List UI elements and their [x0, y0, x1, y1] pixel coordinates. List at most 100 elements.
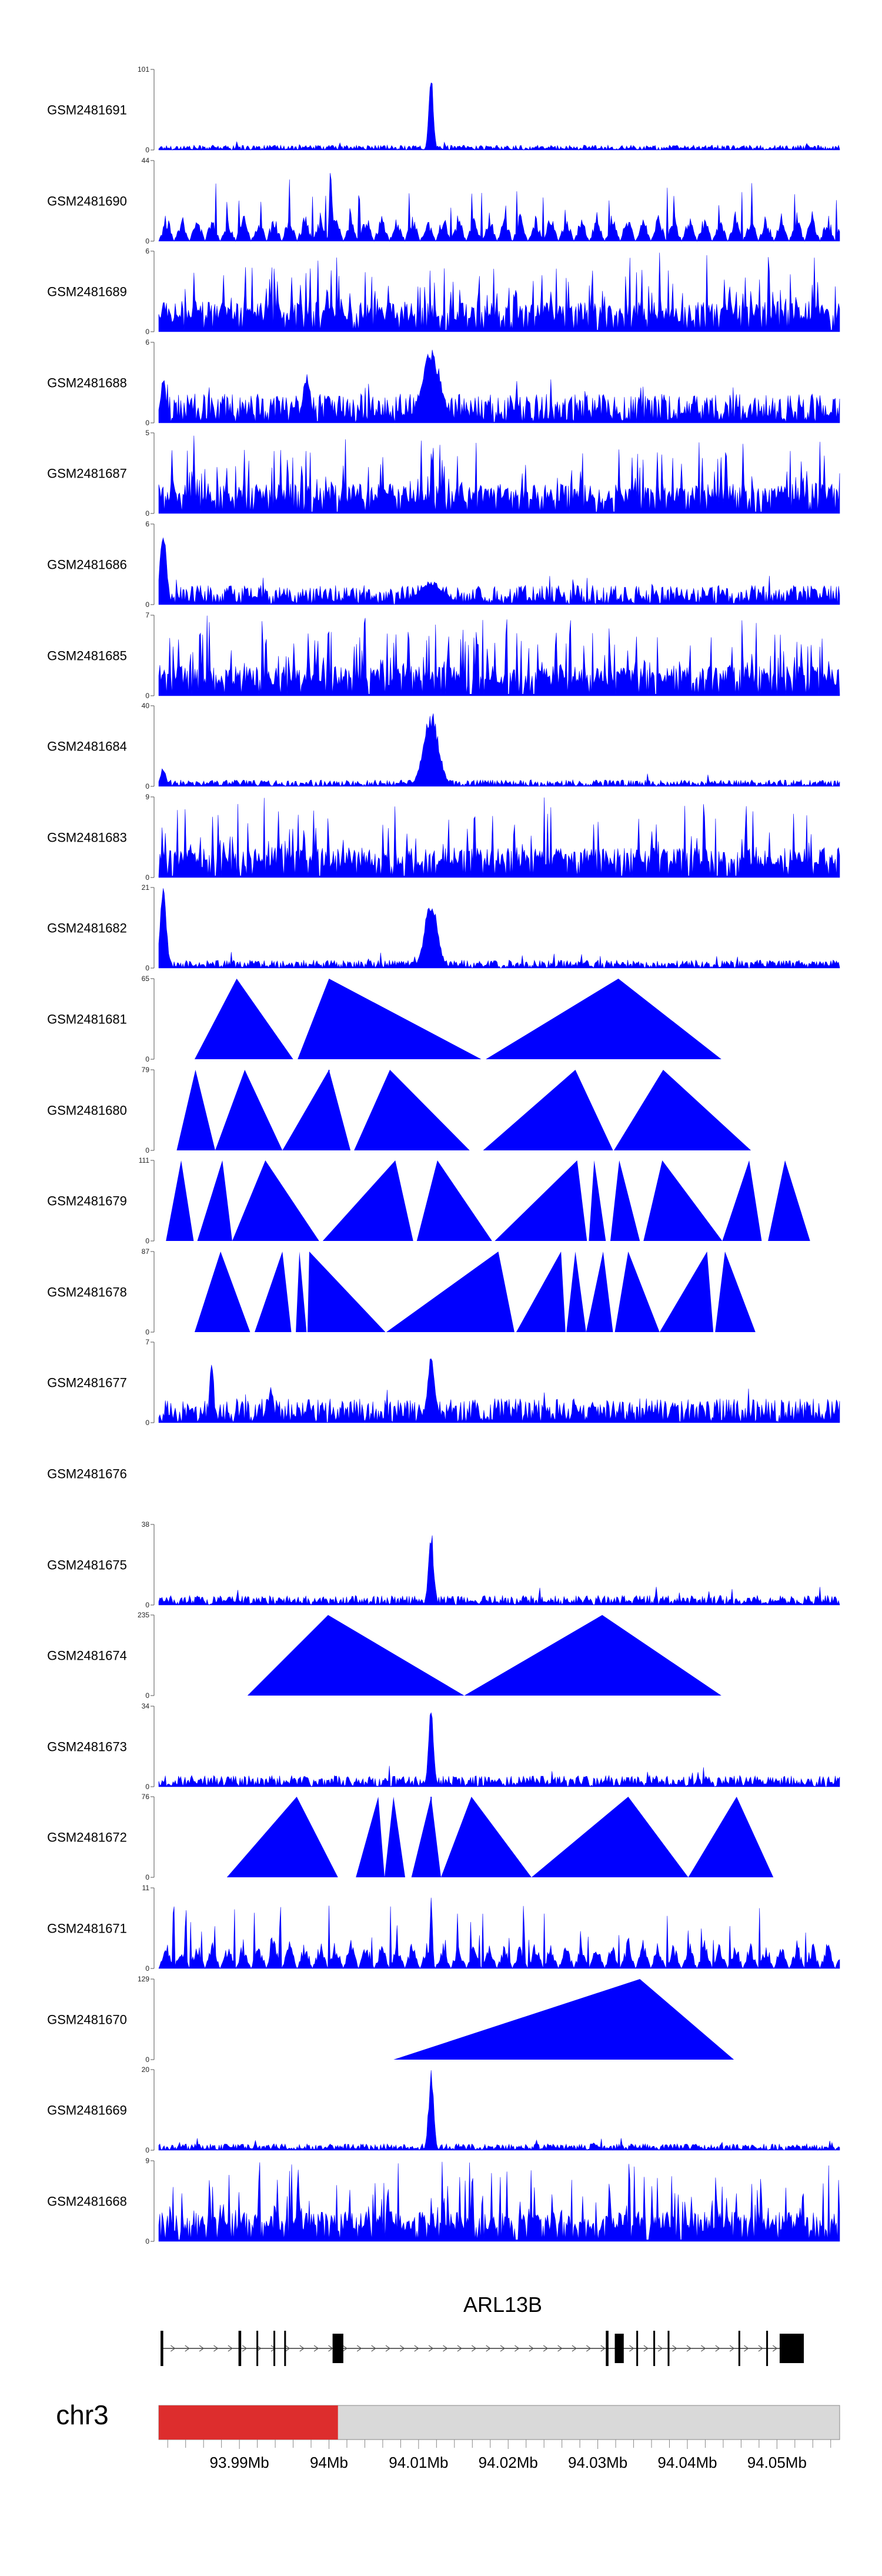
track-GSM2481675: GSM2481675 38 0: [47, 1520, 840, 1609]
strand-arrow-icon: [228, 2345, 233, 2352]
coverage-triangle: [322, 1160, 413, 1241]
gene-exon: [284, 2331, 286, 2366]
track-GSM2481691: GSM2481691 101 0: [47, 65, 840, 154]
strand-arrow-icon: [285, 2345, 290, 2352]
strand-arrow-icon: [514, 2345, 520, 2352]
coverage-triangle: [614, 1252, 660, 1332]
strand-arrow-icon: [213, 2345, 219, 2352]
y-axis-min-label: 0: [145, 1146, 149, 1154]
track-label: GSM2481669: [47, 2103, 127, 2118]
track-GSM2481679: GSM2481679 111 0: [47, 1156, 810, 1245]
coverage-triangle: [483, 1070, 613, 1150]
gene-exon: [161, 2331, 163, 2366]
coverage-triangle: [197, 1160, 232, 1241]
coverage-area: [158, 615, 840, 696]
strand-arrow-icon: [629, 2345, 634, 2352]
track-label: GSM2481668: [47, 2194, 127, 2209]
track-GSM2481683: GSM2481683 9 0: [47, 793, 840, 882]
y-axis-min-label: 0: [145, 509, 149, 518]
strand-arrow-icon: [672, 2345, 677, 2352]
track-label: GSM2481677: [47, 1376, 127, 1390]
track-GSM2481677: GSM2481677 7 0: [47, 1338, 840, 1427]
y-axis-min-label: 0: [145, 2146, 149, 2154]
chromosome-label: chr3: [56, 2400, 108, 2430]
coverage-triangle: [386, 1252, 514, 1332]
y-axis-max-label: 7: [145, 1338, 149, 1346]
gene-exon: [238, 2331, 242, 2366]
coverage-area: [158, 1712, 840, 1787]
strand-arrow-icon: [471, 2345, 477, 2352]
gene-name: ARL13B: [463, 2293, 542, 2317]
gene-exon: [636, 2331, 639, 2366]
coverage-triangle: [589, 1160, 606, 1241]
axis-tick-label: 94Mb: [310, 2454, 348, 2471]
y-axis-max-label: 20: [142, 2066, 150, 2074]
y-axis-min-label: 0: [145, 1783, 149, 1791]
y-axis-max-label: 44: [142, 156, 150, 165]
y-axis-min-label: 0: [145, 237, 149, 245]
strand-arrow-icon: [342, 2345, 348, 2352]
strand-arrow-icon: [729, 2345, 735, 2352]
strand-arrow-icon: [657, 2345, 663, 2352]
strand-arrow-icon: [356, 2345, 362, 2352]
coverage-triangle: [356, 1797, 385, 1877]
track-GSM2481690: GSM2481690 44 0: [47, 156, 840, 245]
track-GSM2481668: GSM2481668 9 0: [47, 2157, 840, 2245]
coverage-triangle: [486, 979, 721, 1059]
y-axis-min-label: 0: [145, 964, 149, 972]
strand-arrow-icon: [686, 2345, 692, 2352]
coverage-area: [158, 888, 840, 969]
gene-annotation-track: ARL13B: [161, 2293, 804, 2366]
coverage-triangle: [194, 1252, 250, 1332]
axis-tick-label: 93.99Mb: [210, 2454, 269, 2471]
track-label: GSM2481691: [47, 103, 127, 118]
y-axis-min-label: 0: [145, 1237, 149, 1245]
y-axis-max-label: 129: [138, 1975, 149, 1983]
strand-arrow-icon: [715, 2345, 720, 2352]
track-GSM2481670: GSM2481670 129 0: [47, 1975, 734, 2064]
track-GSM2481673: GSM2481673 34 0: [47, 1702, 840, 1791]
strand-arrow-icon: [529, 2345, 534, 2352]
y-axis-min-label: 0: [145, 146, 149, 154]
y-axis-min-label: 0: [145, 328, 149, 336]
coverage-triangle: [768, 1160, 810, 1241]
coverage-area: [158, 349, 840, 423]
coverage-area: [158, 82, 840, 151]
gene-exon: [667, 2331, 670, 2366]
track-GSM2481684: GSM2481684 40 0: [47, 702, 840, 790]
track-GSM2481676: GSM2481676: [47, 1467, 127, 1481]
gene-exon: [779, 2334, 804, 2363]
coverage-triangle: [643, 1160, 723, 1241]
track-label: GSM2481673: [47, 1740, 127, 1754]
strand-arrow-icon: [414, 2345, 419, 2352]
gene-exon: [256, 2331, 259, 2366]
y-axis-min-label: 0: [145, 1873, 149, 1881]
y-axis-max-label: 6: [145, 247, 149, 255]
chromosome-ideogram: chr3 93.99Mb 94Mb 94.01Mb 94.02Mb 94.03Mb 94.…: [56, 2400, 840, 2471]
track-GSM2481680: GSM2481680 79 0: [47, 1066, 751, 1154]
strand-arrow-icon: [758, 2345, 763, 2352]
coverage-triangle: [354, 1070, 470, 1150]
track-label: GSM2481687: [47, 466, 127, 481]
track-label: GSM2481671: [47, 1921, 127, 1936]
strand-arrow-icon: [772, 2345, 778, 2352]
coverage-triangle: [282, 1070, 351, 1150]
strand-arrow-icon: [572, 2345, 577, 2352]
strand-arrow-icon: [500, 2345, 506, 2352]
track-label: GSM2481688: [47, 376, 127, 391]
coverage-triangle: [384, 1797, 406, 1877]
coverage-area: [158, 1897, 840, 1970]
track-GSM2481669: GSM2481669 20 0: [47, 2066, 840, 2154]
strand-arrow-icon: [400, 2345, 405, 2352]
coverage-triangle: [659, 1252, 714, 1332]
axis-tick-label: 94.03Mb: [568, 2454, 627, 2471]
strand-arrow-icon: [744, 2345, 749, 2352]
strand-arrow-icon: [385, 2345, 391, 2352]
strand-arrow-icon: [371, 2345, 376, 2352]
strand-arrow-icon: [428, 2345, 434, 2352]
track-GSM2481687: GSM2481687 5 0: [47, 429, 840, 518]
track-label: GSM2481672: [47, 1830, 127, 1845]
y-axis-max-label: 111: [139, 1156, 150, 1164]
strand-arrow-icon: [643, 2345, 649, 2352]
